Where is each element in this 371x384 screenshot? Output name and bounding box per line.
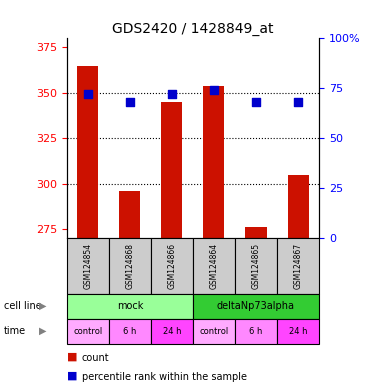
Text: percentile rank within the sample: percentile rank within the sample [82, 372, 247, 382]
Point [295, 99, 301, 105]
Bar [288, 175, 309, 238]
Text: 6 h: 6 h [123, 327, 137, 336]
Point [253, 99, 259, 105]
Text: ▶: ▶ [39, 301, 46, 311]
Text: count: count [82, 353, 109, 363]
Bar [203, 86, 224, 238]
Point [211, 87, 217, 93]
Point [85, 91, 91, 98]
Text: GSM124867: GSM124867 [293, 243, 302, 289]
Text: GSM124864: GSM124864 [210, 243, 219, 289]
Text: time: time [4, 326, 26, 336]
Bar [77, 66, 98, 238]
Text: 24 h: 24 h [289, 327, 307, 336]
Text: ▶: ▶ [39, 326, 46, 336]
Text: control: control [73, 327, 102, 336]
Point [169, 91, 175, 98]
Text: mock: mock [116, 301, 143, 311]
Text: 6 h: 6 h [249, 327, 263, 336]
Bar [246, 227, 266, 238]
Title: GDS2420 / 1428849_at: GDS2420 / 1428849_at [112, 22, 274, 36]
Text: deltaNp73alpha: deltaNp73alpha [217, 301, 295, 311]
Text: 24 h: 24 h [162, 327, 181, 336]
Text: GSM124866: GSM124866 [167, 243, 176, 289]
Bar [119, 191, 140, 238]
Text: ■: ■ [67, 371, 77, 381]
Text: cell line: cell line [4, 301, 42, 311]
Text: control: control [199, 327, 229, 336]
Text: GSM124854: GSM124854 [83, 243, 92, 289]
Bar [161, 102, 183, 238]
Text: ■: ■ [67, 351, 77, 361]
Text: GSM124865: GSM124865 [252, 243, 260, 289]
Point [127, 99, 133, 105]
Text: GSM124868: GSM124868 [125, 243, 134, 289]
